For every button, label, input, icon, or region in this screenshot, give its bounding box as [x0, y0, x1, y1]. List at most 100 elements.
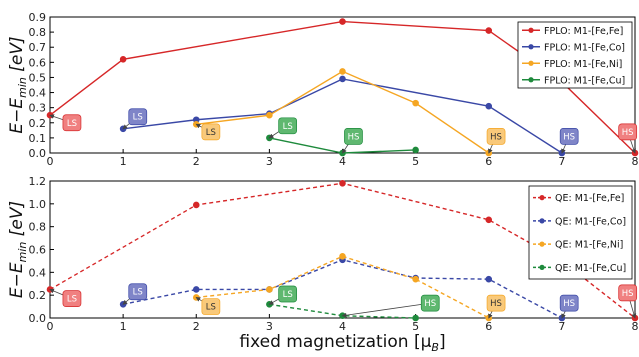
annotation-box: [62, 114, 82, 132]
y-tick-label: 0.5: [29, 71, 47, 84]
x-tick-label: 7: [558, 155, 565, 168]
y-tick-label: 0.9: [29, 11, 47, 24]
series-line-0: [49, 20, 636, 154]
annotation-label: LS: [283, 290, 293, 300]
x-tick-label: 6: [485, 155, 492, 168]
legend-marker: [528, 44, 534, 50]
x-tick-label: 1: [120, 320, 127, 333]
data-point: [339, 253, 346, 260]
x-tick-label: 1: [120, 155, 127, 168]
x-axis-label-sub: B: [431, 341, 439, 352]
data-point: [266, 286, 273, 293]
series-line-2: [196, 255, 490, 319]
data-point: [485, 275, 493, 283]
data-point: [266, 111, 273, 119]
y-axis-label-sub: min: [16, 77, 29, 98]
data-point: [485, 27, 493, 34]
y-tick-label: 1.0: [29, 198, 47, 211]
x-tick-label: 2: [193, 320, 200, 333]
x-axis-label: fixed magnetization [μB]: [239, 332, 445, 352]
series-line-0: [49, 182, 636, 319]
annotation-label: HS: [563, 132, 575, 142]
y-tick-label: 0.2: [29, 289, 47, 302]
x-tick-label: 5: [412, 155, 419, 168]
data-point: [192, 286, 200, 293]
legend-entry: QE: M1-[Fe,Ni]: [555, 240, 623, 251]
annotation-label: HS: [622, 289, 634, 299]
data-point: [339, 75, 346, 83]
data-point: [339, 18, 346, 25]
y-tick-label: 0.0: [29, 312, 47, 325]
annotation-label: LS: [133, 288, 143, 298]
annotation-label: HS: [622, 128, 634, 138]
annotation-label: LS: [206, 128, 216, 138]
annotation-box: [618, 123, 638, 141]
bottom-panel: 0.0 0.2 0.4 0.6 0.8 1.0 1.2 0 1 2 3 4 5 6 7 8 E−Emin [eV…: [7, 175, 639, 354]
data-point: [485, 216, 493, 224]
annotation-label: HS: [563, 299, 575, 309]
y-tick-label: 0.7: [29, 41, 47, 54]
data-point: [412, 314, 419, 322]
legend-box: [517, 21, 633, 89]
annotation-box: [201, 298, 221, 315]
y-axis-label: E−Emin [eV]: [7, 36, 29, 133]
series-line-1: [123, 78, 563, 154]
legend-entry: FPLO: M1-[Fe,Co]: [544, 42, 625, 53]
annotation-box: [486, 128, 506, 145]
y-tick-label: 0.6: [29, 56, 47, 69]
annotation-box: [618, 284, 638, 302]
x-tick-label: 8: [632, 155, 639, 168]
y-tick-label: 0.4: [29, 266, 47, 279]
legend-marker: [539, 241, 545, 247]
annotation-label: LS: [283, 122, 293, 132]
annotation-box: [559, 128, 579, 145]
legend-marker: [528, 60, 534, 66]
x-tick-label: 7: [558, 320, 565, 333]
legend-entry: FPLO: M1-[Fe,Ni]: [544, 59, 622, 70]
legend-marker: [528, 27, 534, 33]
y-tick-label: 0.3: [29, 102, 47, 115]
annotation-box: [559, 294, 579, 312]
legend-entry: QE: M1-[Fe,Fe]: [555, 193, 624, 204]
annotation-label: LS: [206, 303, 216, 313]
legend-box: [528, 185, 633, 280]
x-axis-label-rest: ]: [439, 332, 446, 352]
x-tick-label: 3: [266, 155, 273, 168]
annotation-label: LS: [67, 295, 77, 305]
x-tick-label: 0: [47, 155, 54, 168]
x-tick-label: 3: [266, 320, 273, 333]
y-axis-label-main: E−E: [7, 262, 27, 298]
data-point: [119, 56, 127, 63]
y-tick-label: 1.2: [29, 175, 47, 188]
annotation-box: [128, 283, 148, 301]
data-point: [412, 146, 419, 154]
x-tick-label: 6: [485, 320, 492, 333]
legend-marker: [539, 218, 545, 224]
x-axis-label-main: fixed magnetization [μ: [239, 332, 431, 352]
annotation-box: [278, 117, 298, 135]
annotation-label: HS: [490, 299, 502, 309]
y-axis-label: E−Emin [eV]: [7, 201, 29, 298]
top-panel: 0.0 0.1 0.2 0.3 0.4 0.5 0.6 0.7 0.8 0.9 0 1 2 3 4 5 6 7 8 E…: [7, 11, 639, 168]
data-point: [412, 275, 419, 283]
legend-entry: FPLO: M1-[Fe,Fe]: [544, 26, 623, 37]
data-point: [485, 102, 493, 110]
y-tick-label: 0.6: [29, 244, 47, 257]
legend-entry: QE: M1-[Fe,Co]: [555, 216, 626, 227]
annotation-label: HS: [348, 132, 360, 142]
x-tick-label: 4: [339, 155, 346, 168]
y-tick-label: 0.8: [29, 26, 47, 39]
y-tick-label: 0.2: [29, 117, 47, 130]
annotation-box: [486, 294, 506, 312]
series-line-2: [196, 70, 490, 154]
legend-entry: QE: M1-[Fe,Cu]: [555, 263, 626, 274]
y-tick-label: 0.8: [29, 221, 47, 234]
x-tick-label: 5: [412, 320, 419, 333]
legend-entry: FPLO: M1-[Fe,Cu]: [544, 75, 625, 86]
y-axis-label-rest: [eV]: [7, 36, 27, 77]
y-axis-label-sub: min: [16, 242, 29, 263]
y-tick-label: 0.1: [29, 132, 47, 145]
y-axis-label-rest: [eV]: [7, 201, 27, 242]
